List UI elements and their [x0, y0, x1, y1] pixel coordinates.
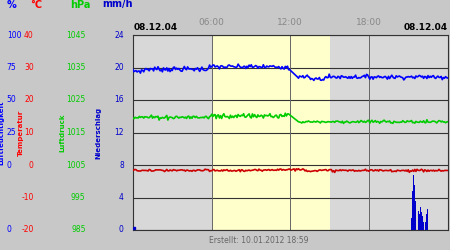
- Bar: [425, 222, 426, 230]
- Text: 1015: 1015: [66, 128, 86, 137]
- Text: 20: 20: [114, 63, 124, 72]
- Text: 4: 4: [119, 193, 124, 202]
- Text: 20: 20: [24, 96, 34, 104]
- Text: Luftfeuchtigkeit: Luftfeuchtigkeit: [0, 100, 5, 165]
- Bar: [418, 210, 419, 230]
- Text: 06:00: 06:00: [198, 18, 225, 27]
- Text: hPa: hPa: [70, 0, 90, 10]
- Text: 30: 30: [24, 63, 34, 72]
- Text: °C: °C: [31, 0, 43, 10]
- Text: -10: -10: [22, 193, 34, 202]
- Text: 985: 985: [71, 226, 86, 234]
- Text: 10: 10: [24, 128, 34, 137]
- Text: mm/h: mm/h: [103, 0, 133, 10]
- Text: 40: 40: [24, 30, 34, 40]
- Bar: [415, 201, 416, 230]
- Text: 1005: 1005: [66, 160, 86, 170]
- Bar: [420, 206, 421, 230]
- Text: 25: 25: [7, 128, 16, 137]
- Text: 50: 50: [7, 96, 17, 104]
- Bar: [412, 191, 413, 230]
- Text: 1035: 1035: [66, 63, 86, 72]
- Text: 16: 16: [114, 96, 124, 104]
- Bar: [212, 35, 329, 230]
- Text: 0: 0: [119, 226, 124, 234]
- Bar: [413, 176, 414, 230]
- Text: Erstellt: 10.01.2012 18:59: Erstellt: 10.01.2012 18:59: [209, 236, 309, 245]
- Text: 08.12.04: 08.12.04: [404, 24, 448, 32]
- Text: 75: 75: [7, 63, 17, 72]
- Bar: [419, 214, 420, 230]
- Text: 0: 0: [7, 160, 12, 170]
- Text: %: %: [7, 0, 17, 10]
- Text: 0: 0: [7, 226, 12, 234]
- Bar: [426, 214, 427, 230]
- Text: 12: 12: [114, 128, 124, 137]
- Text: -20: -20: [22, 226, 34, 234]
- Text: 995: 995: [71, 193, 86, 202]
- Text: 1045: 1045: [66, 30, 86, 40]
- Bar: [428, 220, 429, 230]
- Bar: [421, 212, 422, 230]
- Bar: [422, 216, 423, 230]
- Text: 18:00: 18:00: [356, 18, 382, 27]
- Text: 100: 100: [7, 30, 21, 40]
- Bar: [423, 222, 424, 230]
- Text: Luftdruck: Luftdruck: [59, 113, 65, 152]
- Text: 12:00: 12:00: [277, 18, 303, 27]
- Text: 08.12.04: 08.12.04: [134, 24, 178, 32]
- Bar: [411, 218, 412, 230]
- Text: Niederschlag: Niederschlag: [95, 106, 101, 158]
- Text: Temperatur: Temperatur: [18, 110, 24, 156]
- Text: 24: 24: [114, 30, 124, 40]
- Text: 0: 0: [29, 160, 34, 170]
- Text: 8: 8: [119, 160, 124, 170]
- Text: 1025: 1025: [66, 96, 86, 104]
- Bar: [414, 185, 415, 230]
